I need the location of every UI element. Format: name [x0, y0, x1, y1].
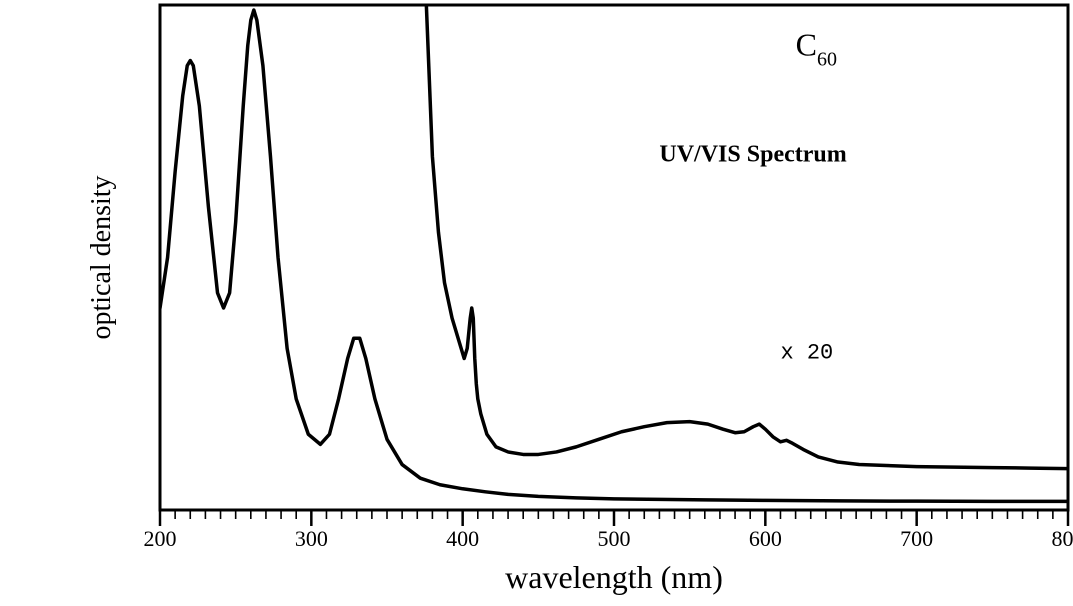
spectrum-chart: 200 300 400 500 600 700 800 optical density wave… — [0, 0, 1073, 606]
annotation-multiplier: x 20 — [780, 341, 833, 366]
y-axis-label: optical density — [86, 175, 117, 339]
x-axis-label: wavelength (nm) — [505, 559, 723, 595]
series-main — [160, 10, 1068, 501]
x-tick-label: 300 — [295, 526, 328, 551]
x-tick-label: 600 — [749, 526, 782, 551]
x-tick-label: 800 — [1052, 526, 1073, 551]
annotation-subtitle: UV/VIS Spectrum — [659, 142, 846, 168]
x-tick-label: 700 — [900, 526, 933, 551]
series-x20 — [426, 5, 1068, 469]
annotation-c60: C60 — [796, 27, 837, 71]
x-tick-label: 500 — [598, 526, 631, 551]
x-tick-label: 400 — [446, 526, 479, 551]
x-tick-label: 200 — [144, 526, 177, 551]
